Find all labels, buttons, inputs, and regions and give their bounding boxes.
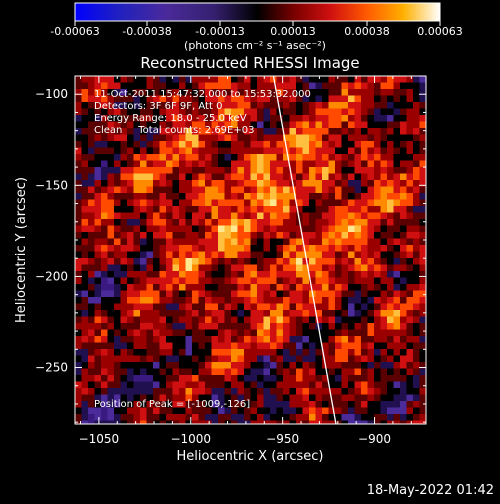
colorbar: [74, 2, 441, 22]
info-line-counts: Clean Total counts: 2.69E+03: [94, 125, 254, 136]
colorbar-unit-label: (photons cm⁻² s⁻¹ asec⁻²): [184, 39, 326, 52]
x-tick-label: −1000: [170, 432, 211, 446]
x-axis-ticks: −1050 −1000 −950 −900: [79, 76, 412, 446]
heatmap-image: [75, 76, 426, 424]
chart-title: Reconstructed RHESSI Image: [140, 54, 359, 72]
x-axis-label: Heliocentric X (arcsec): [177, 449, 324, 464]
info-line-time: 11-Oct-2011 15:47:32.000 to 15:53:32.000: [94, 89, 311, 100]
y-axis-ticks: −100 −150 −200 −250: [35, 75, 426, 423]
x-tick-label: −900: [358, 432, 391, 446]
colorbar-tick-label: -0.00013: [195, 25, 244, 38]
x-tick-label: −950: [266, 432, 299, 446]
info-line-detectors: Detectors: 3F 6F 9F, Att 0: [94, 101, 222, 112]
colorbar-tick-label: 0.00038: [344, 25, 390, 38]
solar-limb-line: [272, 76, 337, 424]
y-tick-label: −150: [35, 178, 68, 192]
colorbar-tick-label: -0.00063: [50, 25, 99, 38]
info-line-energy: Energy Range: 18.0 - 25.0 keV: [94, 113, 247, 124]
y-tick-label: −100: [35, 87, 68, 101]
y-axis-label: Heliocentric Y (arcsec): [14, 177, 29, 323]
peak-position-label: Position of Peak = [-1009,-126]: [94, 399, 250, 410]
colorbar-tick-label: 0.00013: [270, 25, 316, 38]
colorbar-tick-label: 0.00063: [417, 25, 463, 38]
timestamp: 18-May-2022 01:42: [366, 483, 494, 498]
info-annotation: 11-Oct-2011 15:47:32.000 to 15:53:32.000…: [94, 89, 311, 136]
colorbar-ticks: [74, 21, 441, 26]
y-tick-label: −200: [35, 269, 68, 283]
y-tick-label: −250: [35, 361, 68, 375]
x-tick-label: −1050: [79, 432, 120, 446]
colorbar-tick-label: -0.00038: [122, 25, 171, 38]
plot-frame: [74, 75, 427, 425]
colorbar-tick-labels: -0.00063 -0.00038 -0.00013 0.00013 0.00038 0.…: [50, 25, 462, 38]
